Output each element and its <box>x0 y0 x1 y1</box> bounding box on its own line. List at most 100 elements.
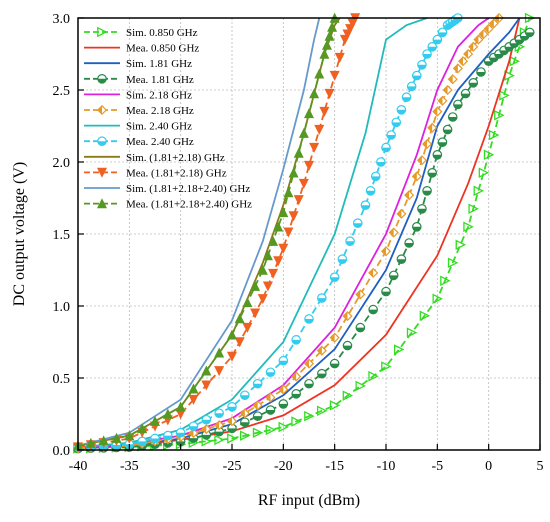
data-point <box>324 30 335 41</box>
data-point <box>352 218 363 228</box>
data-point-fill <box>266 393 271 402</box>
data-point <box>455 239 467 251</box>
data-point <box>329 70 340 81</box>
data-point <box>304 314 314 324</box>
data-point-fill <box>525 32 534 37</box>
data-point <box>298 178 309 189</box>
data-point-fill <box>469 82 478 87</box>
data-point-fill <box>214 413 224 418</box>
data-point-fill <box>397 109 406 115</box>
data-point-fill <box>438 96 443 105</box>
legend-label: Sim. 2.18 GHz <box>126 89 192 101</box>
data-point <box>417 60 427 70</box>
data-point <box>226 351 238 362</box>
data-point-fill <box>494 54 504 59</box>
data-point <box>226 416 238 427</box>
y-tick-label: 2.5 <box>53 84 71 99</box>
data-point-fill <box>381 147 391 152</box>
data-point <box>473 185 485 197</box>
y-tick-label: 2.0 <box>53 156 71 171</box>
legend-item: Mea. 2.18 GHz <box>84 104 194 117</box>
data-point <box>111 432 122 443</box>
data-point-fill <box>279 360 288 365</box>
data-point <box>304 378 314 389</box>
data-point-fill <box>317 346 322 355</box>
data-point <box>265 367 276 378</box>
legend-label: Mea. 0.850 GHz <box>126 43 199 55</box>
data-point-fill <box>176 441 185 446</box>
x-tick-label: -15 <box>325 459 344 474</box>
data-point <box>291 371 302 382</box>
grid <box>78 18 540 450</box>
data-point <box>252 411 263 421</box>
data-point-fill <box>189 426 198 431</box>
data-point-fill <box>304 318 314 324</box>
data-point-fill <box>428 46 437 51</box>
data-point <box>227 433 238 444</box>
data-point-fill <box>366 190 375 195</box>
data-point <box>278 243 289 254</box>
legend-item: Mea. (1.81+2.18+2.40) GHz <box>84 198 252 211</box>
legend-item: Mea. 1.81 GHz <box>84 74 194 86</box>
data-point-fill <box>291 372 297 381</box>
data-point <box>288 167 299 178</box>
data-point <box>447 112 458 122</box>
data-point <box>416 155 427 166</box>
data-point-fill <box>163 435 173 440</box>
data-point-fill <box>368 268 374 278</box>
series-10 <box>77 17 321 447</box>
data-point <box>422 186 432 196</box>
data-point <box>137 423 148 434</box>
data-point <box>432 34 443 45</box>
data-point-fill <box>392 122 401 127</box>
data-point-fill <box>458 57 463 66</box>
data-point-fill <box>412 172 417 181</box>
data-point-fill <box>112 444 121 450</box>
x-tick-label: 5 <box>537 459 544 474</box>
y-tick-label: 1.5 <box>53 228 71 243</box>
data-point-fill <box>389 228 394 237</box>
legend-item: Mea. 0.850 GHz <box>84 43 199 55</box>
data-point <box>401 92 412 102</box>
data-point <box>303 358 315 369</box>
legend: Sim. 0.850 GHz Mea. 0.850 GHz Sim. 1.81 GH… <box>84 26 252 211</box>
y-tick-label: 3.0 <box>53 12 71 27</box>
data-point <box>201 365 212 376</box>
data-point-fill <box>304 383 314 388</box>
x-tick-label: -30 <box>171 459 190 474</box>
legend-label: Mea. 1.81 GHz <box>126 74 194 86</box>
data-point <box>478 29 489 40</box>
data-point <box>262 250 273 261</box>
data-point <box>342 390 354 401</box>
data-point <box>468 203 479 215</box>
data-point-fill <box>240 395 250 400</box>
data-point <box>240 417 250 428</box>
data-point <box>391 117 402 128</box>
data-point <box>240 390 250 401</box>
data-point <box>417 204 427 214</box>
data-point-fill <box>266 410 275 415</box>
data-point-fill <box>438 142 447 147</box>
data-point <box>468 41 479 52</box>
data-point <box>250 308 261 319</box>
data-point <box>316 405 328 417</box>
data-point <box>463 48 474 60</box>
data-point <box>150 433 160 444</box>
data-point-fill <box>407 86 416 91</box>
data-point <box>327 21 338 32</box>
data-point <box>85 437 96 448</box>
series-3 <box>73 27 535 454</box>
y-tick-label: 1.0 <box>53 300 71 315</box>
legend-label: Sim. (1.81+2.18) GHz <box>126 152 225 164</box>
data-point <box>321 39 332 50</box>
legend-swatch-marker <box>97 74 107 84</box>
data-point <box>317 368 327 379</box>
data-point <box>404 190 415 201</box>
data-point-fill <box>189 438 198 443</box>
data-point <box>324 88 335 99</box>
data-point <box>476 67 486 77</box>
data-point-fill <box>137 441 147 446</box>
legend-label: Mea. 2.40 GHz <box>126 136 194 148</box>
data-point <box>355 322 366 333</box>
legend-label: Sim. 1.81 GHz <box>126 58 192 70</box>
